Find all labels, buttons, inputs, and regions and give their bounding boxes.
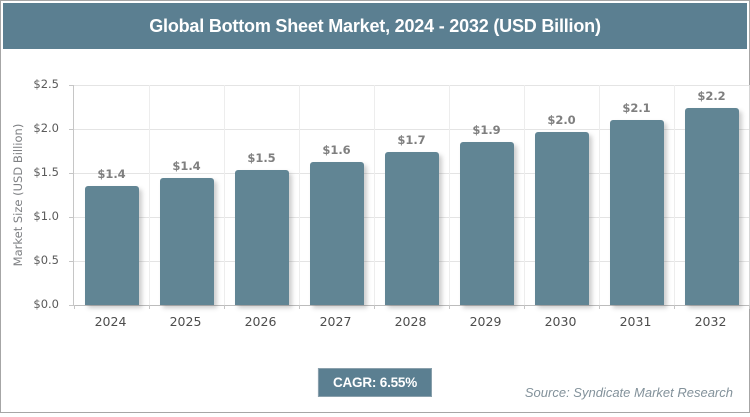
source-credit: Source: Syndicate Market Research	[524, 385, 733, 400]
gridline-vertical	[524, 85, 525, 305]
x-axis-label-2029: 2029	[469, 314, 502, 329]
bar-value-label: $1.4	[97, 167, 126, 181]
y-axis-tick	[69, 305, 74, 306]
x-axis-label-2031: 2031	[619, 314, 652, 329]
bar-2032	[684, 108, 739, 305]
x-axis-tick	[599, 305, 600, 309]
x-axis-label-2028: 2028	[394, 314, 427, 329]
bar-2028	[384, 152, 439, 305]
y-tick-label: $0.0	[33, 297, 59, 311]
y-tick-label: $0.5	[33, 253, 59, 267]
bar-value-label: $1.9	[472, 123, 501, 137]
y-axis-tick	[69, 217, 74, 218]
gridline-vertical	[374, 85, 375, 305]
cagr-badge: CAGR: 6.55%	[317, 368, 433, 397]
bar-2025	[159, 178, 214, 305]
bar-2027	[309, 162, 364, 305]
gridline-vertical	[224, 85, 225, 305]
x-axis-label-2024: 2024	[94, 314, 127, 329]
x-axis-label-2032: 2032	[694, 314, 727, 329]
chart-title-bar: Global Bottom Sheet Market, 2024 - 2032 …	[3, 3, 747, 49]
x-axis-tick	[149, 305, 150, 309]
gridline-horizontal	[74, 85, 749, 86]
cagr-label: CAGR: 6.55%	[332, 375, 418, 390]
bar-2026	[234, 170, 289, 305]
gridline-vertical	[449, 85, 450, 305]
y-tick-label: $2.5	[33, 77, 59, 91]
x-axis-tick	[374, 305, 375, 309]
bar-value-label: $2.0	[547, 113, 576, 127]
bar-2031	[609, 120, 664, 305]
y-tick-label: $2.0	[33, 121, 59, 135]
x-axis-label-2027: 2027	[319, 314, 352, 329]
x-axis-label-2025: 2025	[169, 314, 202, 329]
plot-area: $1.4 $1.4 $1.5 $1.6 $1.7 $1.9 $2.0 $2.1 $2.2	[69, 85, 750, 309]
x-axis-tick	[74, 305, 75, 309]
y-axis-tick	[69, 261, 74, 262]
x-axis-label-2026: 2026	[244, 314, 277, 329]
gridline-vertical	[599, 85, 600, 305]
y-axis-tick	[69, 85, 74, 86]
y-axis-tick	[69, 173, 74, 174]
x-axis-tick	[224, 305, 225, 309]
bar-value-label: $2.2	[697, 89, 726, 103]
gridline-vertical	[674, 85, 675, 305]
bar-value-label: $2.1	[622, 101, 651, 115]
bar-value-label: $1.4	[172, 159, 201, 173]
gridline-vertical	[299, 85, 300, 305]
x-axis-label-2030: 2030	[544, 314, 577, 329]
bar-2029	[459, 142, 514, 305]
y-tick-labels: $0.0 $0.5 $1.0 $1.5 $2.0 $2.5	[1, 77, 65, 311]
bar-value-label: $1.7	[397, 133, 426, 147]
bar-2030	[534, 132, 589, 305]
x-axis-tick	[449, 305, 450, 309]
x-axis-tick	[524, 305, 525, 309]
y-tick-label: $1.5	[33, 165, 59, 179]
bar-2024	[84, 186, 139, 305]
x-axis-labels: 2024 2025 2026 2027 2028 2029 2030 2031 2032	[73, 314, 748, 334]
bar-value-label: $1.6	[322, 143, 351, 157]
gridline-vertical	[149, 85, 150, 305]
chart-title: Global Bottom Sheet Market, 2024 - 2032 …	[149, 15, 601, 36]
y-tick-label: $1.0	[33, 209, 59, 223]
y-axis-tick	[69, 129, 74, 130]
gridline-horizontal	[74, 129, 749, 130]
x-axis-tick	[299, 305, 300, 309]
x-axis-tick	[674, 305, 675, 309]
bar-value-label: $1.5	[247, 151, 276, 165]
